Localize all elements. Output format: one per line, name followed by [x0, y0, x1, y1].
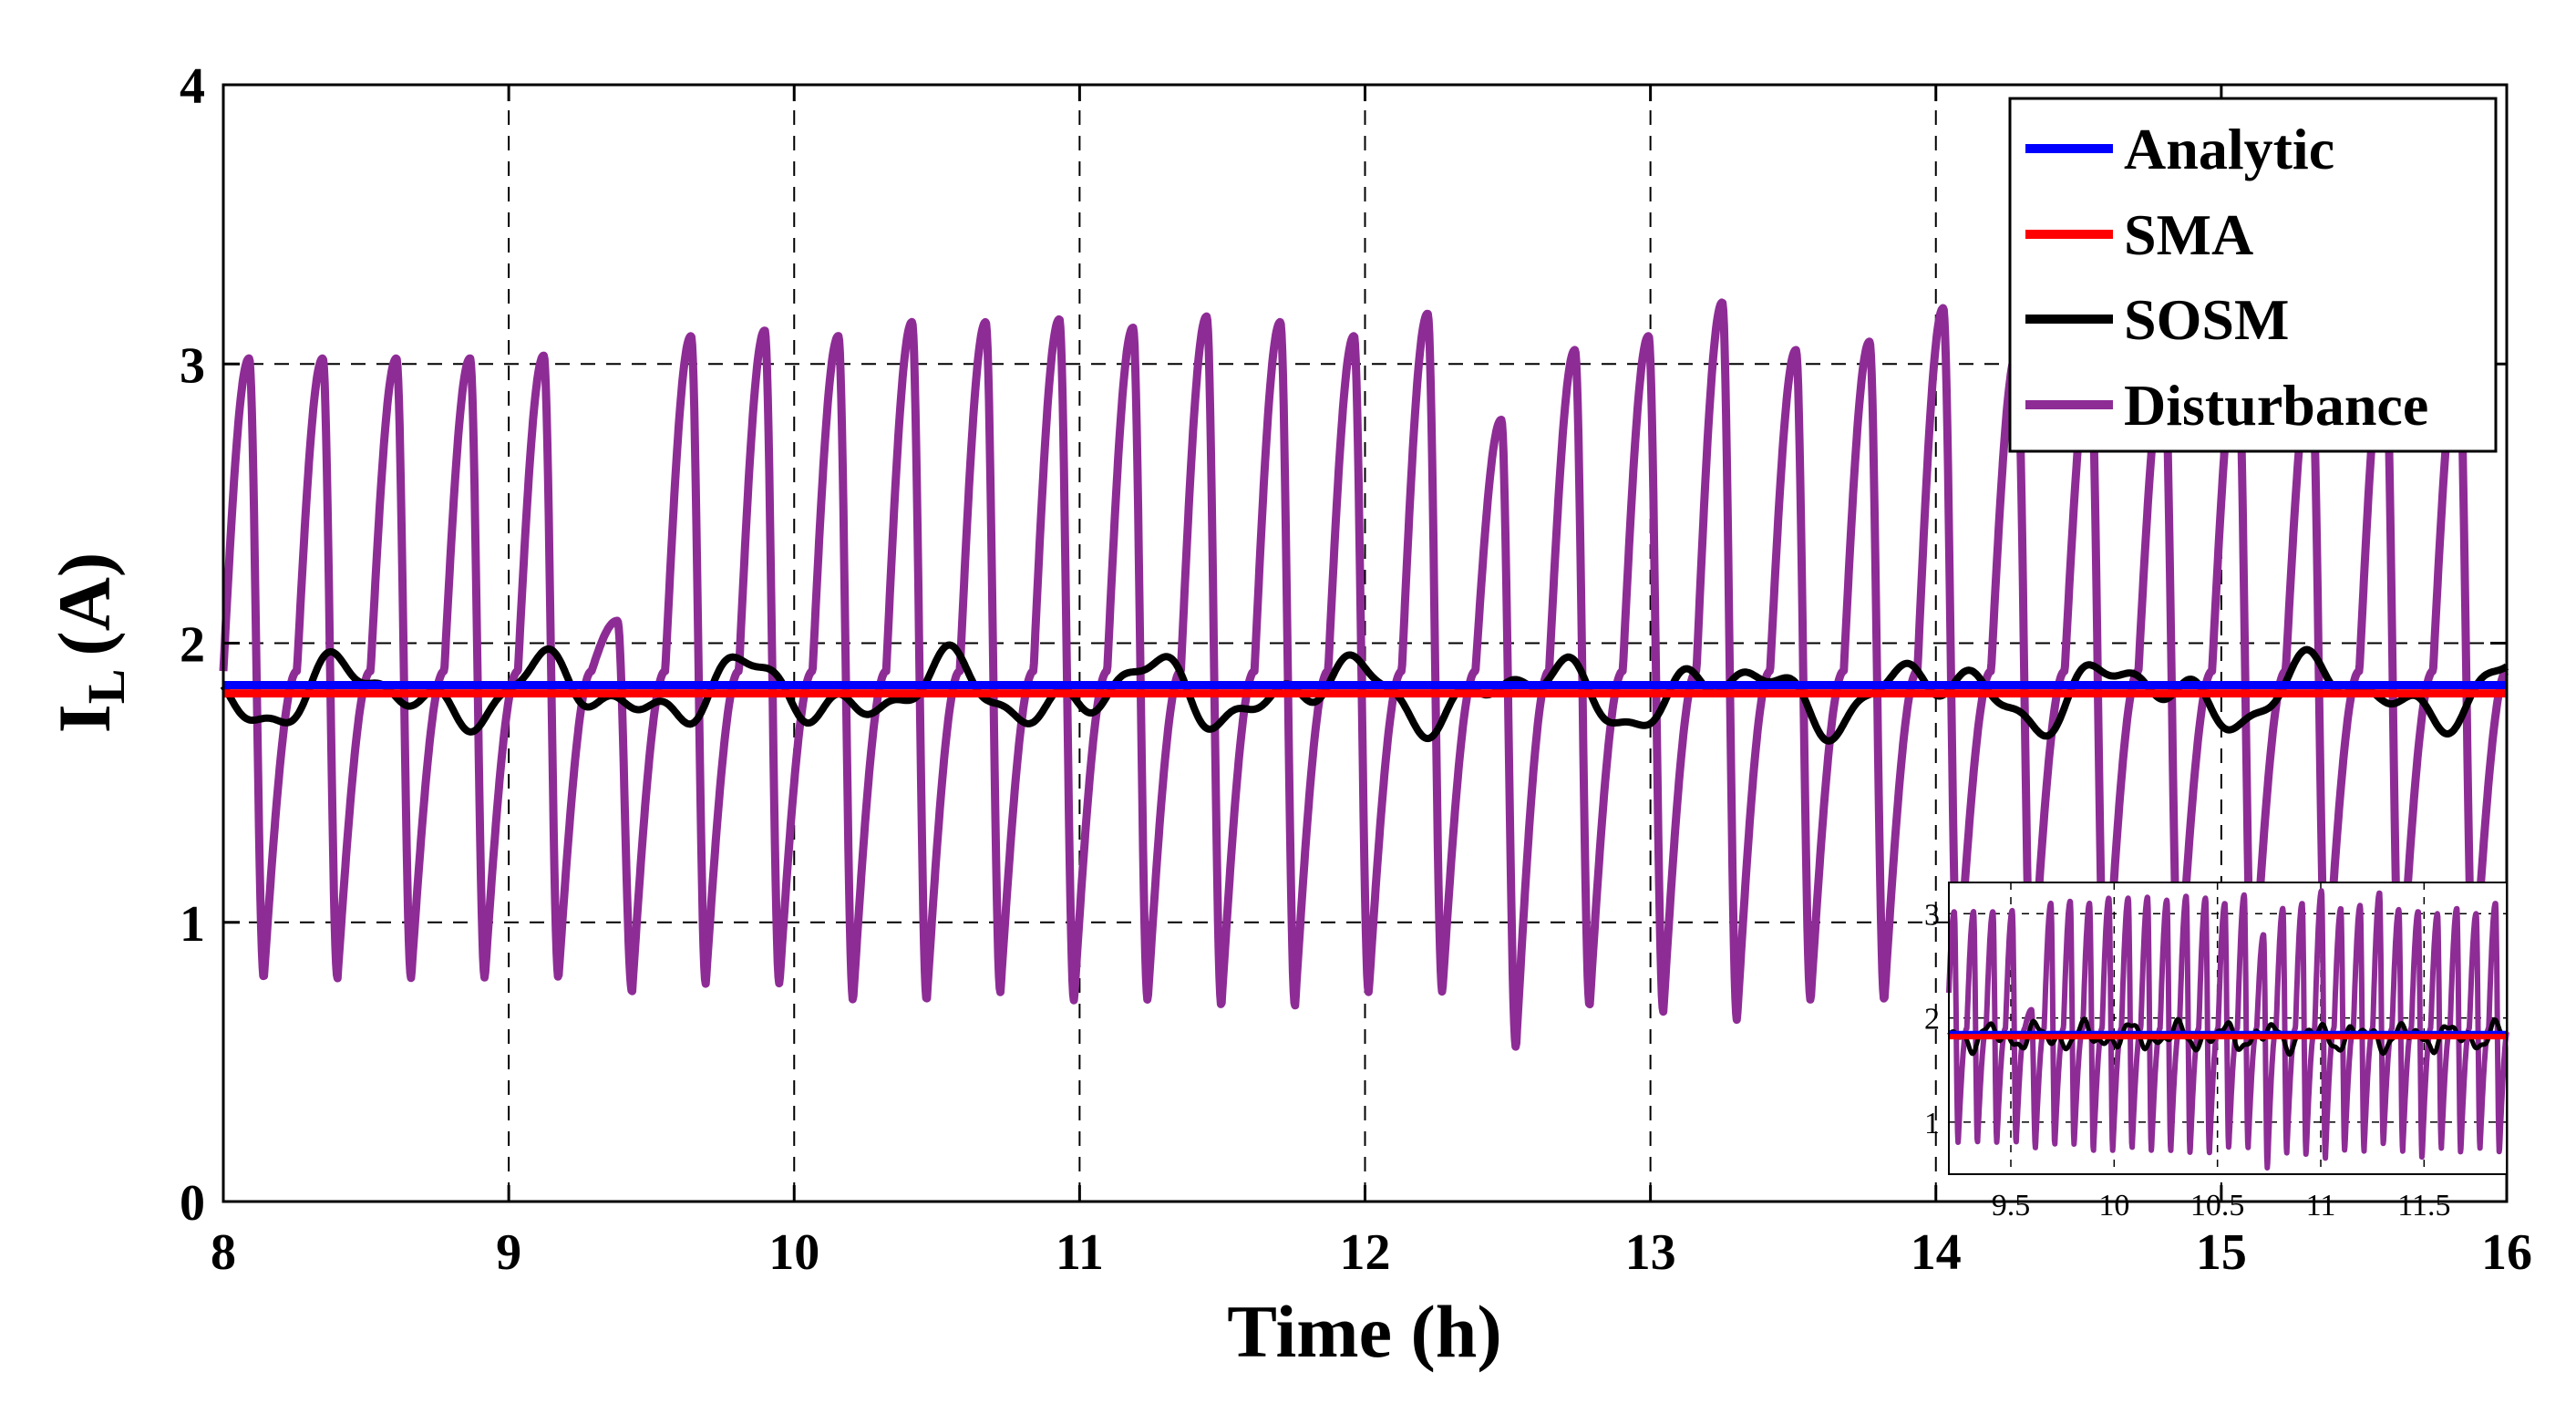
inset-x-tick-label: 11.5 — [2397, 1189, 2450, 1222]
series-line-disturbance — [219, 298, 2510, 1051]
legend: Analytic SMA SOSM Disturbance — [2008, 97, 2498, 453]
series-layer — [219, 298, 2510, 1051]
inset-y-tick-label: 3 — [1924, 898, 1940, 932]
inset-y-tick-label: 2 — [1924, 1003, 1940, 1037]
inset-series-layer — [1946, 888, 2509, 1171]
x-tick-label: 15 — [2196, 1224, 2247, 1281]
x-tick-label: 8 — [211, 1224, 236, 1281]
inset-plot: 9.5 10 10.5 11 11.5 1 2 3 — [1924, 882, 2509, 1222]
legend-label-analytic: Analytic — [2124, 117, 2334, 181]
y-axis-label: IL (A) — [43, 552, 136, 733]
legend-label-sosm: SOSM — [2124, 287, 2289, 352]
legend-label-disturbance: Disturbance — [2124, 373, 2428, 438]
series-line-sosm — [220, 641, 2509, 745]
svg-text:IL(A): IL (A) — [43, 552, 136, 733]
inset-frame — [1948, 882, 2508, 1175]
x-tick-label: 9 — [496, 1224, 521, 1281]
y-tick-label: 2 — [180, 617, 205, 674]
y-axis-label-main: I — [43, 704, 126, 733]
inset-y-tick-label: 1 — [1924, 1107, 1940, 1140]
inset-x-tick-label: 9.5 — [1992, 1189, 2031, 1222]
x-tick-label: 14 — [1911, 1224, 1962, 1281]
y-tick-label: 0 — [180, 1175, 205, 1232]
inset-x-tick-label: 10 — [2098, 1189, 2129, 1222]
x-tick-label: 11 — [1056, 1224, 1104, 1281]
y-tick-label: 1 — [180, 896, 205, 953]
y-tick-label: 4 — [180, 58, 205, 115]
legend-label-sma: SMA — [2124, 202, 2253, 267]
y-tick-label: 3 — [180, 337, 205, 394]
y-axis-label-unit: (A) — [43, 552, 126, 656]
x-tick-label: 12 — [1340, 1224, 1391, 1281]
x-tick-label: 10 — [768, 1224, 819, 1281]
inset-x-tick-label: 10.5 — [2190, 1189, 2245, 1222]
inset-x-tick-label: 11 — [2306, 1189, 2336, 1222]
x-tick-label: 13 — [1625, 1224, 1676, 1281]
x-axis-label: Time (h) — [1227, 1290, 1501, 1373]
y-axis-label-subscript: L — [77, 669, 136, 705]
legend-box — [2008, 97, 2498, 453]
inset-axis-ticks: 9.5 10 10.5 11 11.5 1 2 3 — [1924, 898, 2450, 1222]
x-tick-label: 16 — [2481, 1224, 2532, 1281]
